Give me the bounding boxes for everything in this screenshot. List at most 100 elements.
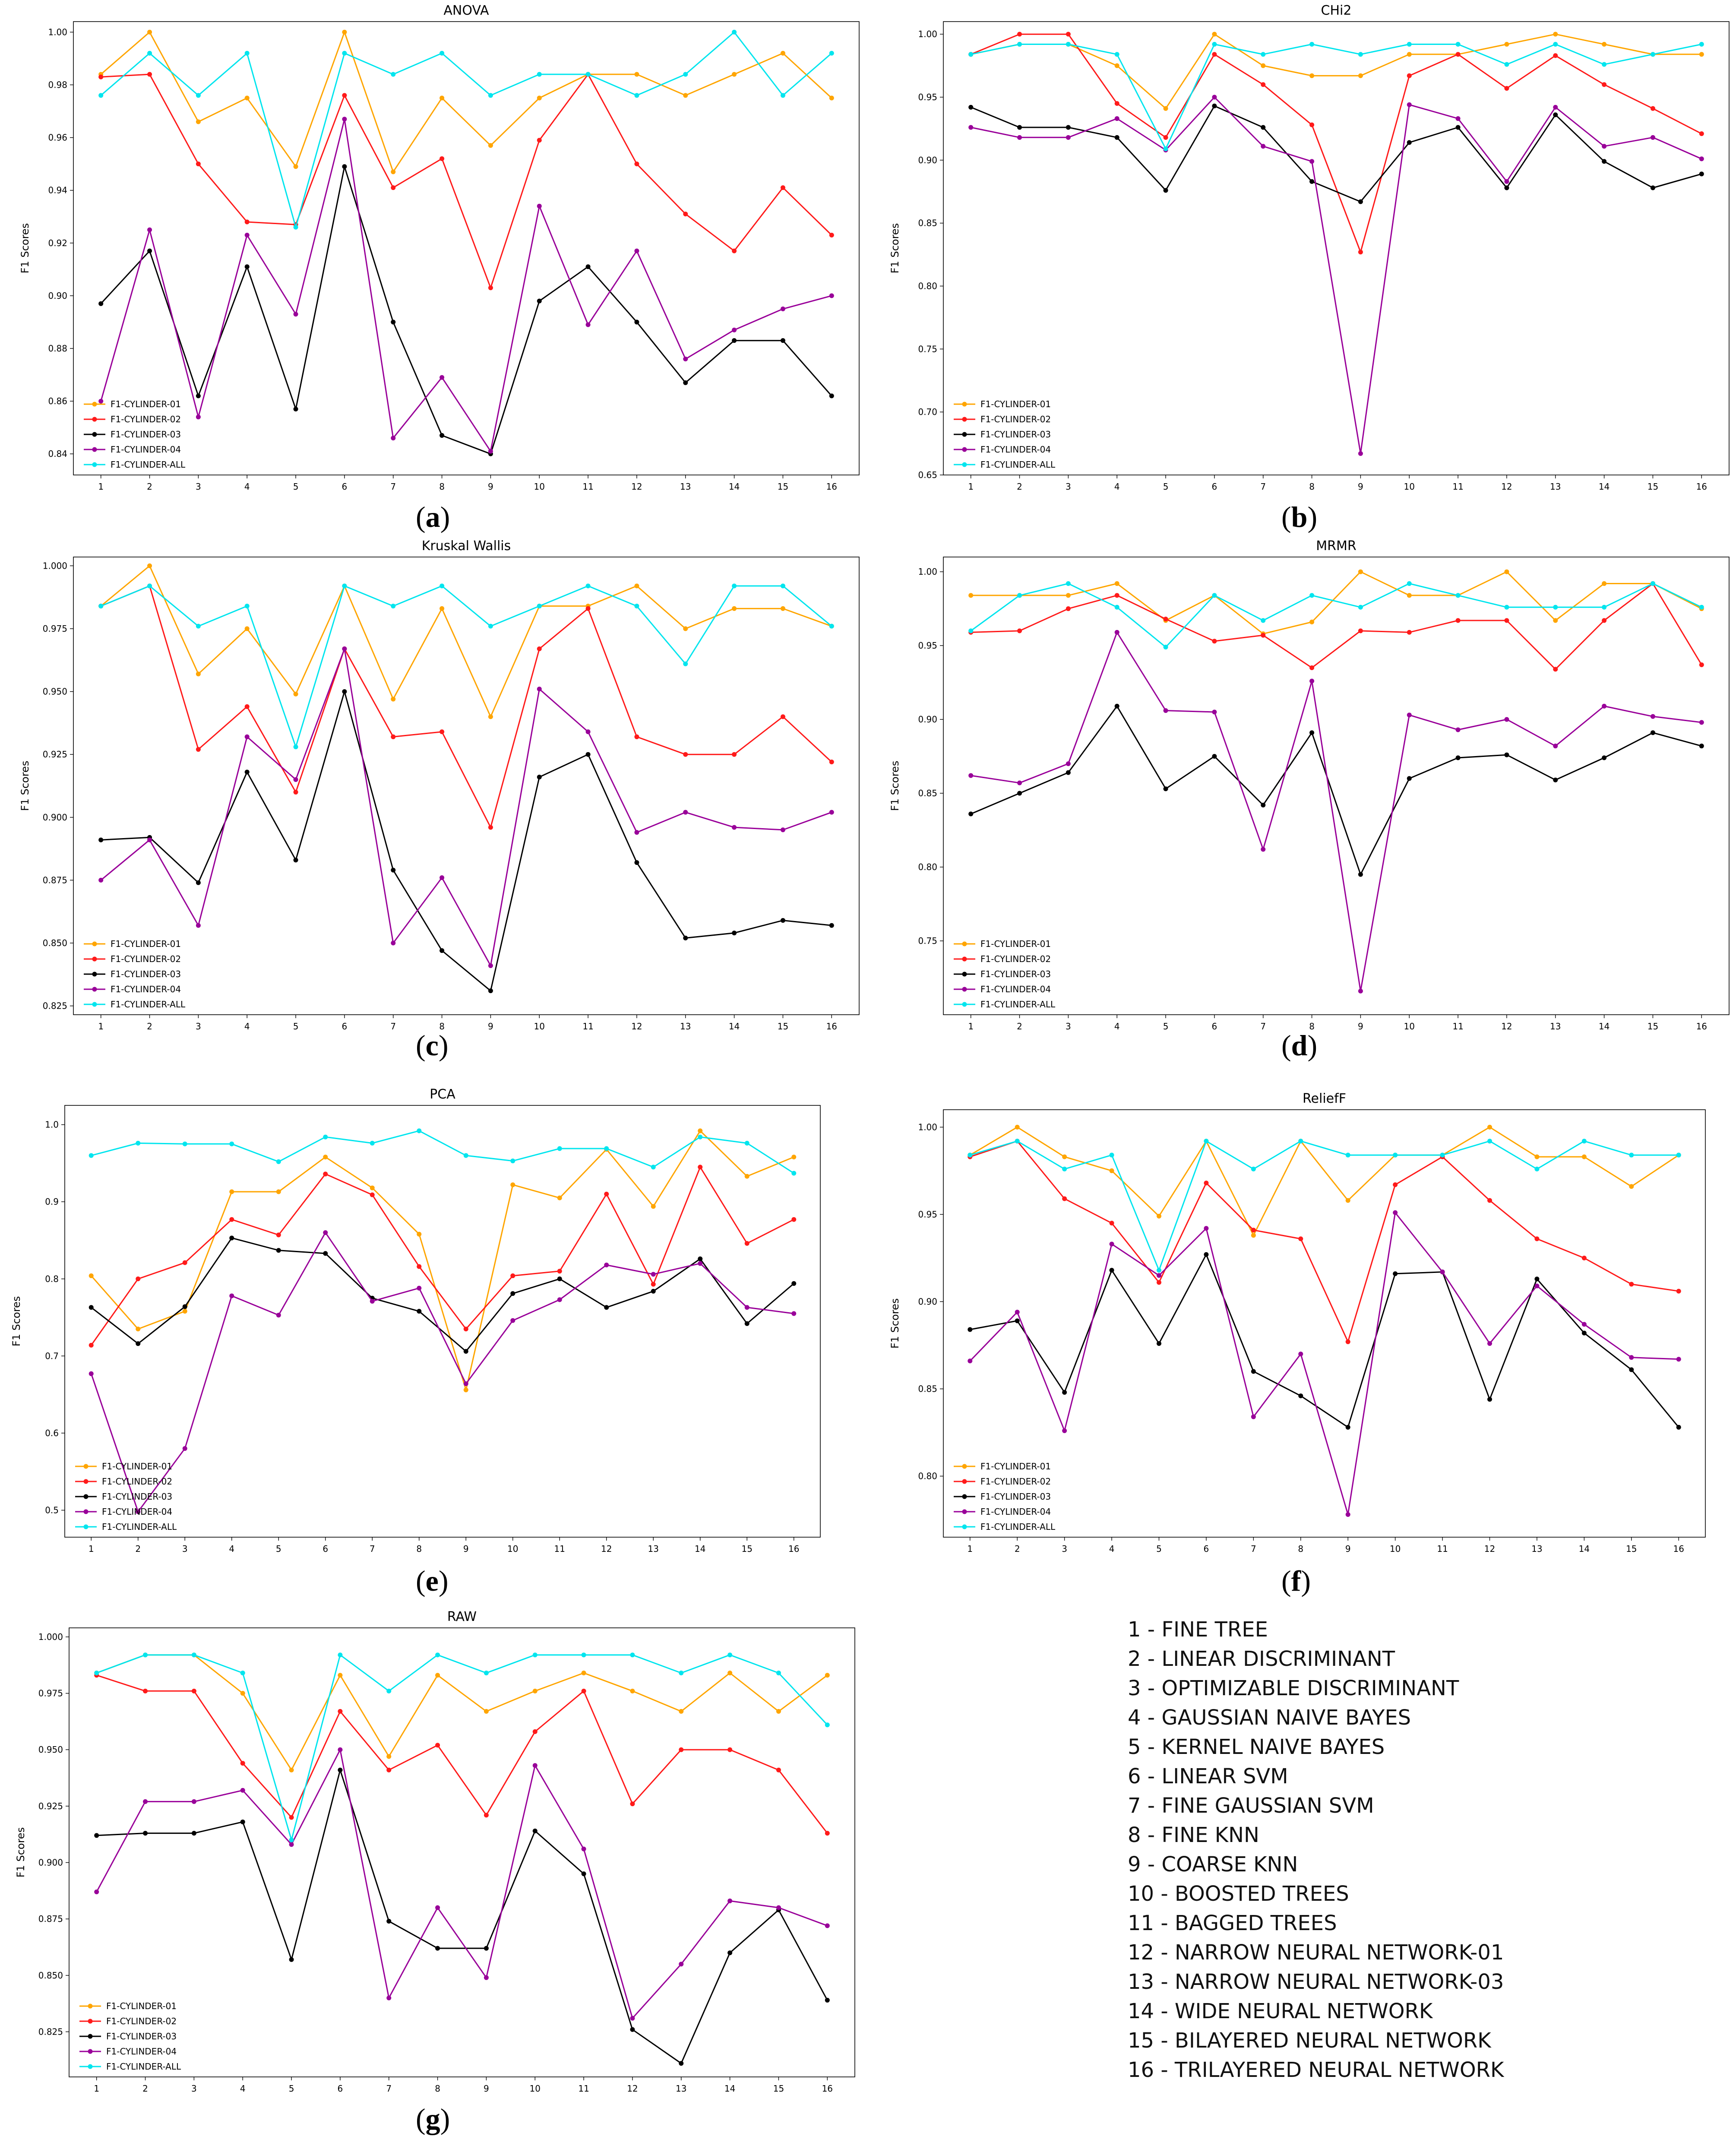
series-line-cyl-4	[100, 118, 832, 452]
data-point	[196, 119, 201, 124]
x-tick-label: 9	[484, 2083, 489, 2094]
data-point	[1602, 42, 1607, 47]
data-point	[1261, 63, 1266, 68]
data-point	[440, 375, 445, 380]
data-point	[1553, 32, 1558, 37]
x-tick-label: 4	[1114, 1021, 1120, 1032]
x-tick-label: 8	[1309, 1021, 1315, 1032]
data-point	[488, 714, 493, 719]
y-axis-label: F1 Scores	[889, 223, 901, 273]
chart-title: Kruskal Wallis	[422, 538, 511, 554]
data-point	[825, 1923, 830, 1928]
data-point	[537, 646, 542, 652]
data-point	[136, 1509, 141, 1514]
data-point	[829, 232, 834, 237]
x-tick-label: 13	[1550, 481, 1561, 492]
data-point	[488, 988, 493, 994]
x-tick-label: 14	[1579, 1544, 1590, 1554]
x-tick-label: 8	[1298, 1544, 1303, 1554]
data-point	[683, 380, 688, 385]
data-point	[537, 138, 542, 143]
data-point	[488, 93, 493, 98]
panel-label-c: (c)	[416, 1029, 449, 1062]
data-point	[1487, 1198, 1493, 1203]
chart-title: ANOVA	[443, 3, 489, 18]
x-tick-label: 3	[182, 1544, 188, 1554]
x-tick-label: 2	[142, 2083, 148, 2094]
data-point	[342, 689, 347, 694]
legend-marker	[962, 1002, 967, 1007]
data-point	[1581, 1154, 1587, 1159]
classifier-key-item: 11 - BAGGED TREES	[1128, 1911, 1337, 1935]
data-point	[229, 1217, 234, 1222]
data-point	[196, 415, 201, 420]
data-point	[276, 1232, 281, 1238]
data-point	[89, 1273, 94, 1279]
data-point	[634, 248, 639, 253]
x-tick-label: 6	[338, 2083, 343, 2094]
data-point	[791, 1281, 797, 1286]
legend-label: F1-CYLINDER-02	[102, 1476, 172, 1487]
y-tick-label: 0.975	[38, 1688, 63, 1699]
data-point	[98, 877, 104, 883]
y-tick-label: 0.85	[918, 788, 937, 798]
data-point	[1017, 593, 1022, 598]
y-tick-label: 1.000	[43, 560, 67, 571]
data-point	[1407, 52, 1412, 57]
data-point	[196, 393, 201, 399]
panel-label-a: (a)	[416, 500, 450, 533]
x-tick-label: 12	[631, 1021, 642, 1032]
data-point	[727, 1671, 733, 1676]
data-point	[143, 1799, 148, 1804]
data-point	[1358, 988, 1363, 994]
data-point	[1114, 703, 1119, 709]
data-point	[338, 1709, 343, 1714]
data-point	[293, 777, 298, 782]
data-point	[417, 1264, 422, 1269]
x-tick-label: 9	[488, 481, 493, 492]
data-point	[391, 72, 396, 77]
data-point	[342, 117, 347, 122]
data-point	[679, 1671, 684, 1676]
series-line-cyl-1	[971, 571, 1702, 635]
data-point	[1393, 1210, 1398, 1215]
data-point	[1393, 1271, 1398, 1276]
data-point	[1062, 1428, 1067, 1434]
data-point	[289, 1837, 294, 1842]
legend-label: F1-CYLINDER-03	[980, 429, 1051, 440]
data-point	[342, 51, 347, 56]
data-point	[289, 1957, 294, 1962]
classifier-key-item: 13 - NARROW NEURAL NETWORK-03	[1128, 1970, 1504, 1994]
legend-marker	[962, 1464, 967, 1469]
data-point	[1109, 1152, 1114, 1158]
data-point	[968, 1327, 973, 1332]
chart-panel-2: Kruskal Wallis F1 Scores 0.825 0.850 0.875 0.…	[19, 538, 860, 1032]
data-point	[370, 1299, 375, 1304]
x-tick-label: 6	[342, 1021, 348, 1032]
data-point	[136, 1341, 141, 1346]
data-point	[1358, 199, 1363, 204]
classifier-key-item: 10 - BOOSTED TREES	[1128, 1882, 1349, 1906]
data-point	[1358, 628, 1363, 633]
legend-label: F1-CYLINDER-04	[111, 444, 181, 455]
data-point	[1017, 791, 1022, 796]
x-tick-label: 3	[1062, 1544, 1067, 1554]
data-point	[143, 1652, 148, 1658]
data-point	[244, 95, 250, 101]
data-point	[1017, 32, 1022, 37]
x-tick-label: 4	[240, 2083, 246, 2094]
x-tick-label: 2	[1017, 481, 1022, 492]
data-point	[94, 1671, 99, 1676]
data-point	[1440, 1269, 1445, 1275]
data-point	[1534, 1166, 1540, 1171]
data-point	[98, 301, 104, 306]
data-point	[1114, 581, 1119, 586]
data-point	[510, 1318, 515, 1323]
series-line-cyl-5	[971, 44, 1702, 150]
panel-label-g: (g)	[416, 2102, 450, 2135]
x-tick-label: 13	[1531, 1544, 1542, 1554]
y-tick-label: 0.900	[38, 1858, 63, 1868]
y-tick-label: 0.9	[45, 1196, 59, 1207]
data-point	[136, 1276, 141, 1282]
